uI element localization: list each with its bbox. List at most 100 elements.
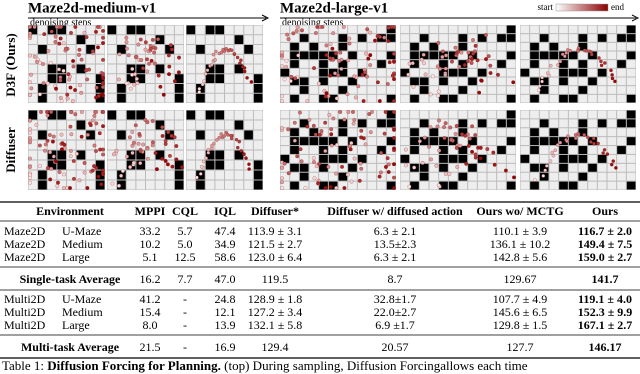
maze-cell bbox=[419, 77, 429, 86]
table-cell: Maze2D bbox=[4, 237, 46, 251]
table-average: 47.0 bbox=[215, 272, 236, 286]
maze-cell bbox=[497, 42, 506, 51]
trajectory-dot bbox=[478, 145, 483, 150]
maze-cell bbox=[448, 119, 458, 128]
trajectory-dot bbox=[232, 52, 237, 56]
maze-cell bbox=[234, 150, 244, 160]
table-average: 127.7 bbox=[507, 340, 534, 354]
table-header: Ours bbox=[592, 204, 618, 218]
trajectory-dot bbox=[466, 144, 471, 148]
trajectory-dot bbox=[239, 58, 243, 62]
maze-cell bbox=[429, 181, 439, 190]
trajectory-dot bbox=[392, 77, 396, 81]
maze-cell bbox=[95, 25, 105, 35]
maze-cell bbox=[205, 150, 215, 160]
trajectory-dot bbox=[97, 131, 102, 136]
maze-cell bbox=[253, 130, 263, 140]
maze-cell bbox=[174, 64, 184, 74]
maze-cell bbox=[38, 74, 47, 83]
maze-cell bbox=[186, 84, 196, 93]
maze-cell bbox=[155, 45, 165, 54]
maze-cell bbox=[67, 54, 76, 64]
maze-cell bbox=[126, 110, 136, 120]
maze-cell bbox=[28, 93, 38, 103]
trajectory-dot bbox=[410, 61, 415, 66]
trajectory-dot bbox=[293, 76, 298, 81]
trajectory-dot bbox=[229, 136, 234, 141]
maze-cell bbox=[67, 25, 76, 35]
maze-cell bbox=[299, 119, 309, 128]
maze-cell bbox=[626, 51, 636, 60]
trajectory-dot bbox=[35, 59, 39, 64]
maze-cell bbox=[38, 180, 47, 190]
trajectory-dot bbox=[323, 120, 328, 125]
maze-cell bbox=[539, 146, 549, 154]
trajectory-dot bbox=[599, 63, 604, 68]
trajectory-dot bbox=[449, 138, 453, 142]
maze-cell bbox=[280, 163, 290, 172]
trajectory-dot bbox=[280, 94, 284, 99]
maze-cell bbox=[309, 86, 319, 94]
trajectory-dot bbox=[435, 124, 440, 129]
maze-cell bbox=[458, 60, 468, 68]
maze-cell bbox=[487, 34, 497, 42]
trajectory-dot bbox=[280, 186, 284, 190]
table-cell: 13.9 bbox=[215, 318, 236, 332]
trajectory-dot bbox=[28, 130, 32, 135]
maze-cell bbox=[597, 94, 607, 103]
maze-cell bbox=[205, 130, 215, 140]
table-cell: 15.4 bbox=[140, 305, 161, 319]
maze-cell bbox=[357, 172, 367, 181]
maze-cell bbox=[386, 34, 396, 42]
trajectory-dot bbox=[427, 144, 431, 149]
trajectory-dot bbox=[582, 133, 586, 137]
maze-cell bbox=[520, 86, 530, 94]
table-cell: Medium bbox=[62, 237, 103, 251]
trajectory-dot bbox=[589, 140, 593, 144]
maze-cell bbox=[400, 25, 410, 34]
maze-cell bbox=[319, 60, 328, 68]
maze-cell bbox=[539, 25, 549, 34]
maze-cell bbox=[38, 140, 47, 150]
maze-cell bbox=[626, 25, 636, 34]
trajectory-dot bbox=[148, 46, 153, 51]
maze-cell bbox=[468, 86, 477, 94]
maze-cell bbox=[165, 170, 174, 180]
maze-cell bbox=[578, 119, 588, 128]
trajectory-dot bbox=[603, 61, 607, 65]
maze-cell bbox=[67, 93, 76, 103]
maze-cell bbox=[290, 110, 299, 119]
trajectory-dot bbox=[132, 82, 137, 87]
trajectory-dot bbox=[324, 91, 329, 96]
maze-cell bbox=[626, 154, 636, 163]
maze-cell bbox=[196, 54, 205, 64]
maze-cell bbox=[244, 93, 253, 103]
trajectory-dot bbox=[177, 55, 181, 60]
trajectory-dot bbox=[346, 110, 351, 114]
maze-cell bbox=[196, 110, 205, 120]
maze-cell bbox=[588, 110, 597, 119]
maze-cell bbox=[477, 128, 487, 137]
maze-cell bbox=[568, 77, 578, 86]
maze bbox=[186, 110, 263, 190]
maze-cell bbox=[76, 120, 86, 130]
maze-cell bbox=[299, 172, 309, 181]
maze-cell bbox=[357, 137, 367, 146]
maze-cell bbox=[290, 68, 299, 77]
trajectory-dot bbox=[436, 89, 441, 94]
maze-cell bbox=[400, 60, 410, 68]
maze-cell bbox=[607, 154, 617, 163]
maze-cell bbox=[626, 181, 636, 190]
maze-cell bbox=[597, 181, 607, 190]
trajectory-dot bbox=[422, 135, 427, 140]
trajectory-dot bbox=[156, 37, 160, 42]
trajectory-dot bbox=[145, 156, 150, 161]
maze-cell bbox=[280, 137, 290, 146]
maze-cell bbox=[539, 94, 549, 103]
maze-cell bbox=[506, 154, 516, 163]
caption-text: (top) During sampling, Diffusion Forcing… bbox=[224, 358, 528, 373]
maze-cell bbox=[568, 34, 578, 42]
trajectory-dot bbox=[294, 29, 299, 33]
maze-cell bbox=[338, 34, 348, 42]
